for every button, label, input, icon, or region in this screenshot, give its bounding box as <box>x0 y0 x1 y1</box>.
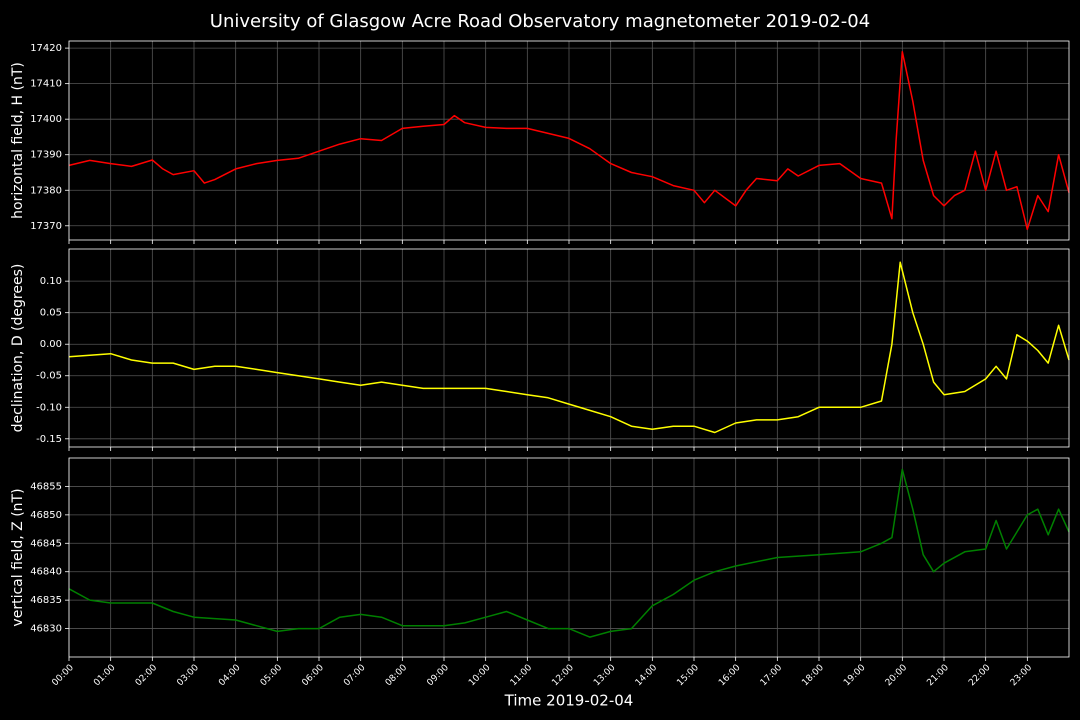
y-tick-label: 46845 <box>30 538 62 549</box>
y-tick-label: 17390 <box>30 150 62 161</box>
y-axis-label: horizontal field, H (nT) <box>10 62 26 219</box>
y-tick-label: 46840 <box>30 567 62 578</box>
axes-frame <box>68 457 1070 658</box>
y-tick-label: -0.15 <box>36 434 62 445</box>
data-line <box>68 468 1070 638</box>
y-tick-label: 17380 <box>30 185 62 196</box>
y-tick-label: 17370 <box>30 221 62 232</box>
axes-frame <box>68 248 1070 448</box>
y-tick-label: 17400 <box>30 114 62 125</box>
y-tick-label: 46850 <box>30 510 62 521</box>
y-axis-label: declination, D (degrees) <box>10 264 26 433</box>
data-line <box>68 261 1070 434</box>
data-line <box>68 50 1070 231</box>
x-axis-label: Time 2019-02-04 <box>504 692 634 710</box>
y-tick-label: 0.10 <box>40 276 62 287</box>
y-tick-label: -0.10 <box>36 402 62 413</box>
y-axis-label: vertical field, Z (nT) <box>10 488 26 626</box>
chart-title: University of Glasgow Acre Road Observat… <box>210 11 870 32</box>
axes-frame <box>68 40 1070 241</box>
y-tick-label: 17420 <box>30 43 62 54</box>
y-tick-label: 0.05 <box>40 308 62 319</box>
y-tick-label: 0.00 <box>40 339 62 350</box>
y-tick-label: 46835 <box>30 595 62 606</box>
y-tick-label: 46830 <box>30 624 62 635</box>
y-tick-label: 46855 <box>30 481 62 492</box>
y-tick-label: 17410 <box>30 79 62 90</box>
y-tick-label: -0.05 <box>36 371 62 382</box>
